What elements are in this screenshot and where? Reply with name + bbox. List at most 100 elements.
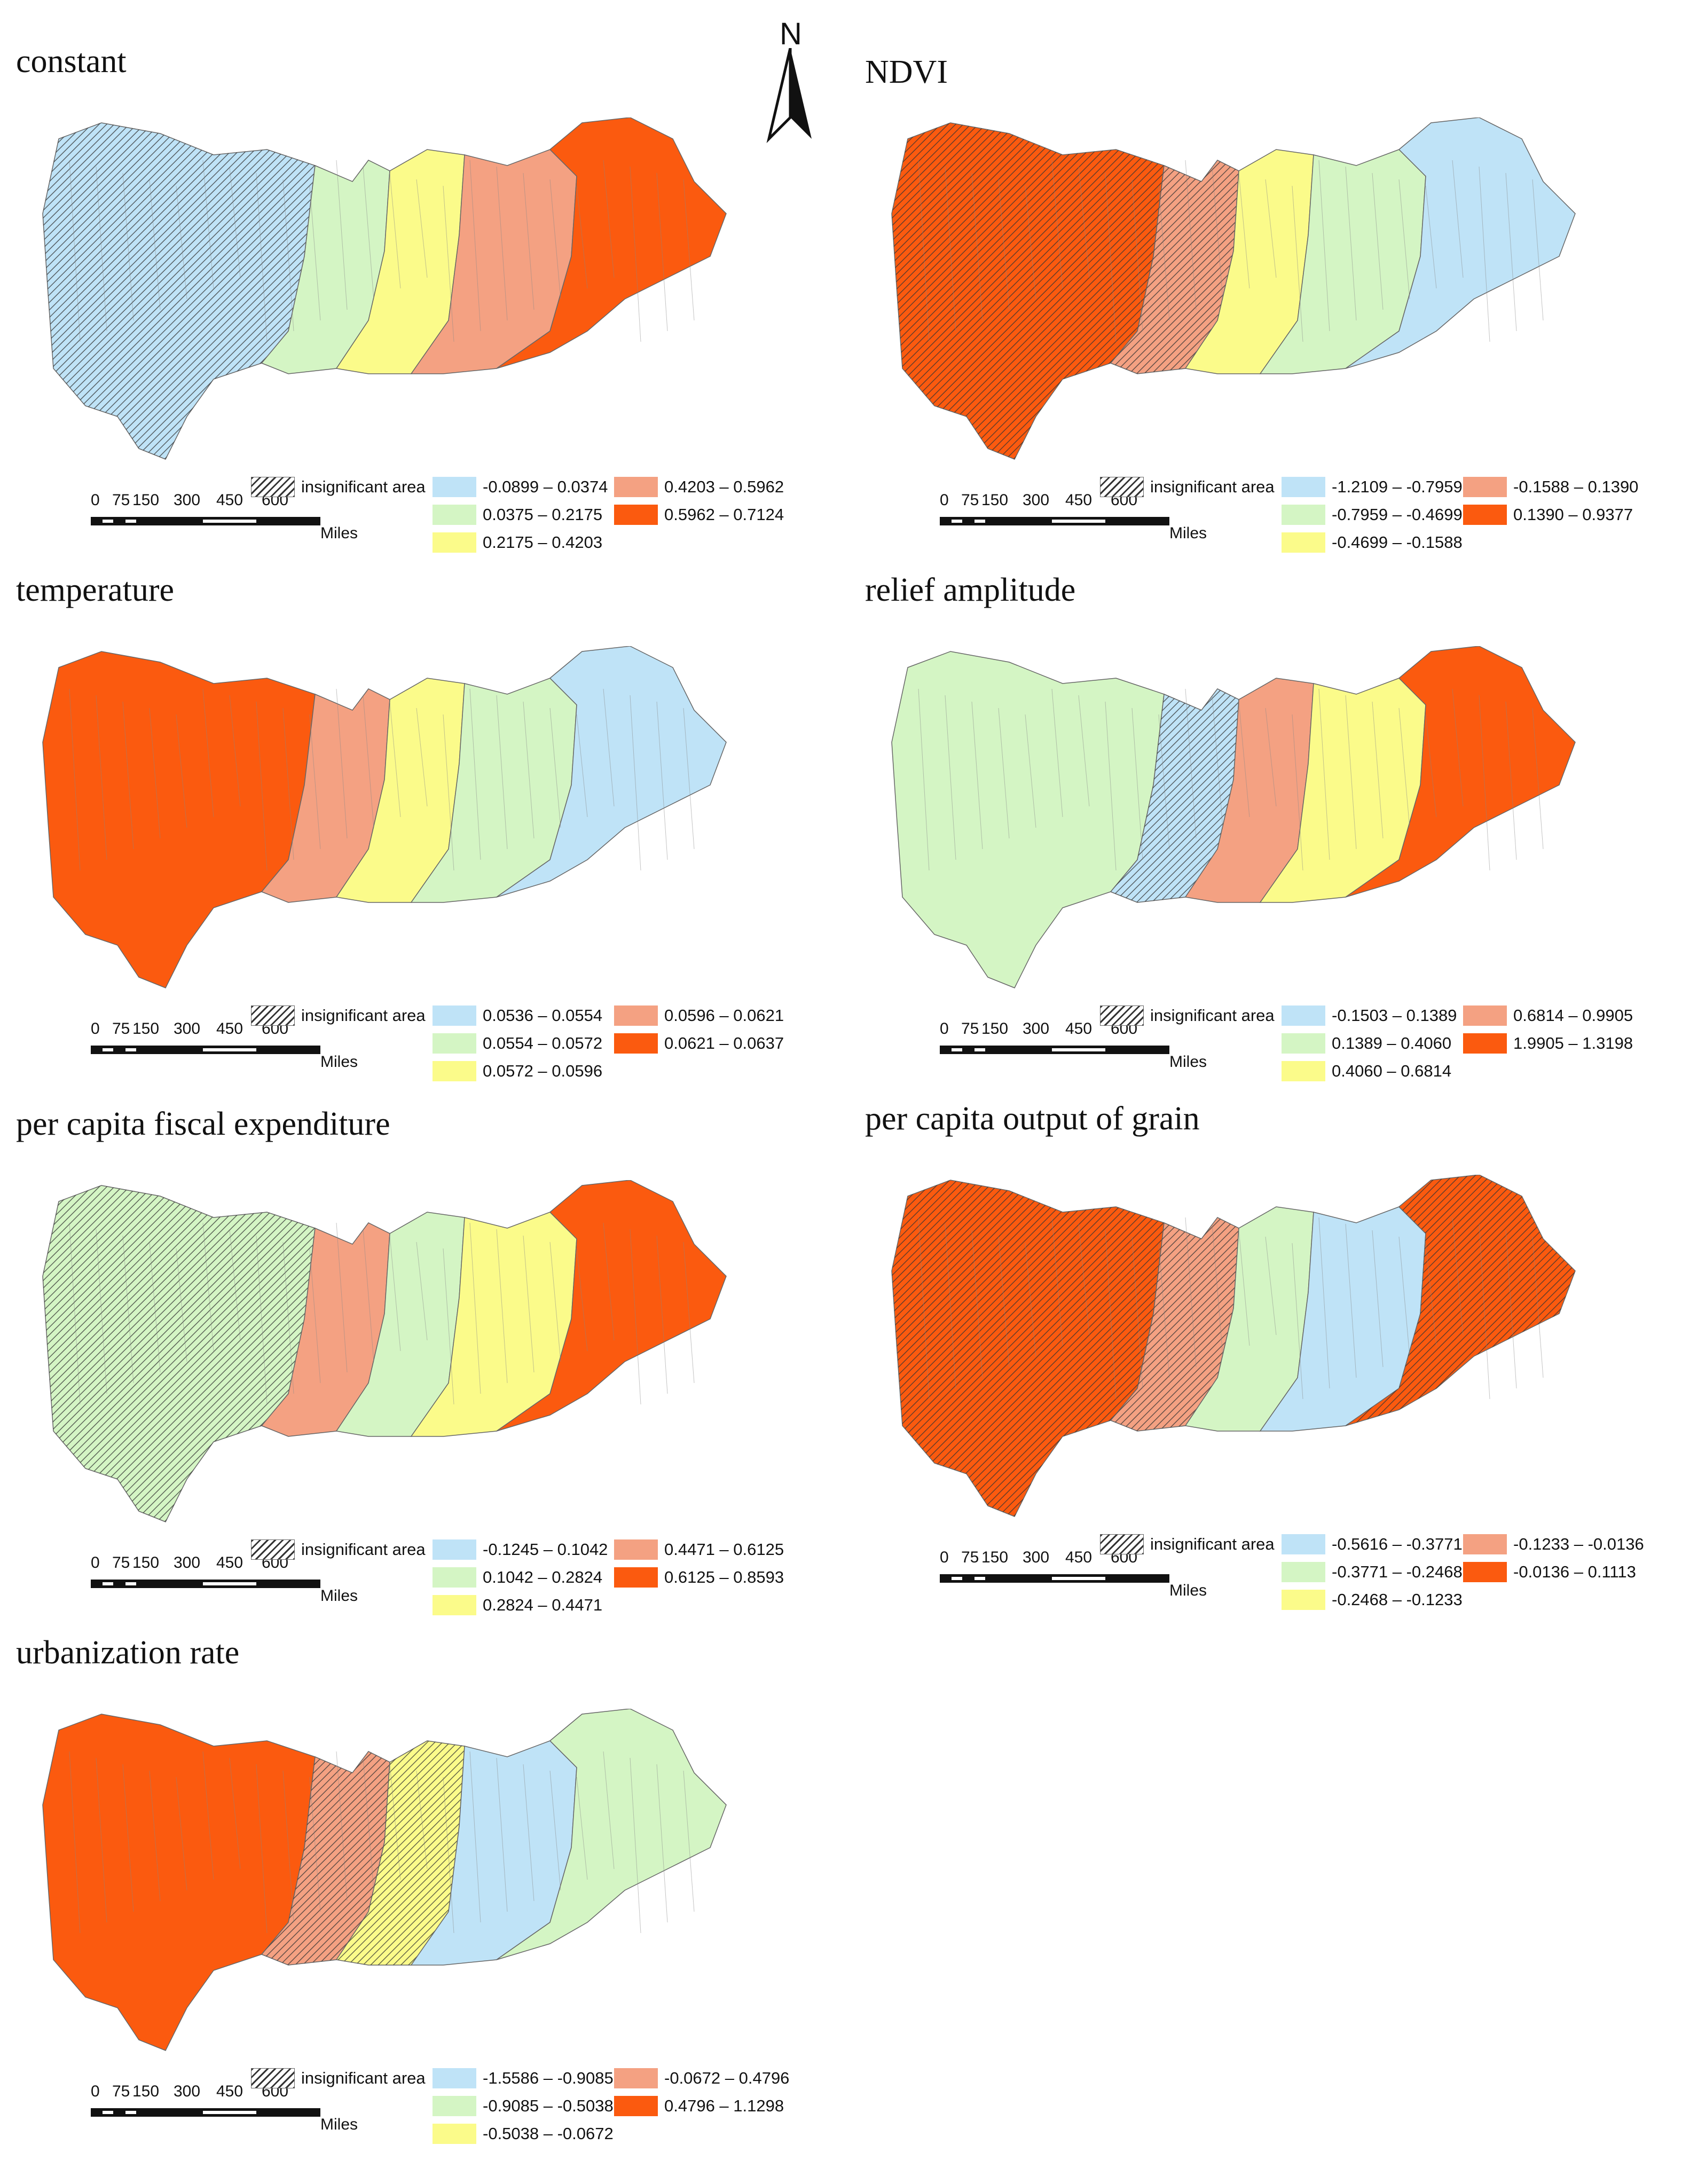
scale-bar: 0 75 150 300 450 600 Miles	[91, 1020, 379, 1071]
choropleth-map	[891, 1175, 1576, 1517]
map-zone-5	[496, 1709, 727, 1960]
color-swatch	[433, 477, 476, 497]
legend-label: -0.5616 – -0.3771	[1332, 1535, 1463, 1553]
map-legend: 0 75 150 300 450 600 Miles insignificant area -1…	[91, 2067, 828, 2152]
color-swatch	[1282, 1005, 1325, 1026]
color-swatch	[614, 1005, 658, 1026]
scale-tick-label: 150	[981, 1549, 1009, 1566]
legend-class: 0.0572 – 0.0596	[433, 1059, 602, 1083]
map-zone-5	[1345, 646, 1576, 898]
hatch-swatch	[1100, 1005, 1144, 1026]
scale-tick-label: 0	[91, 491, 100, 509]
map-panel-urbanization-rate: urbanization rate 0 75 150 300 450 600 Miles ins…	[16, 1635, 828, 2184]
legend-label: -0.1233 – -0.0136	[1513, 1535, 1644, 1553]
legend-class: 0.4060 – 0.6814	[1282, 1059, 1451, 1083]
legend-insignificant: insignificant area	[251, 1004, 426, 1027]
north-label: N	[780, 17, 802, 51]
map-zone-1	[42, 1714, 316, 2051]
hatch-swatch	[251, 477, 295, 497]
hatch-swatch	[251, 1539, 295, 1560]
legend-label: 0.1390 – 0.9377	[1513, 505, 1633, 524]
legend-label: -0.0899 – 0.0374	[483, 477, 608, 496]
legend-insignificant: insignificant area	[251, 1538, 426, 1561]
legend-label: 0.0621 – 0.0637	[664, 1034, 784, 1052]
scale-tick-label: 300	[174, 1020, 201, 1038]
scale-tick-label: 150	[132, 1554, 160, 1572]
map-legend: 0 75 150 300 450 600 Miles insignificant area -0…	[91, 1538, 828, 1623]
scale-tick-label: 75	[112, 1554, 130, 1572]
insignificant-hatch	[43, 123, 315, 459]
color-swatch	[433, 1567, 476, 1588]
map-zone-5	[496, 117, 727, 369]
legend-label: 0.0375 – 0.2175	[483, 505, 603, 524]
color-swatch	[614, 2068, 658, 2088]
color-swatch	[614, 2096, 658, 2116]
scale-tick-label: 450	[1065, 491, 1092, 509]
scale-tick-label: 0	[940, 1020, 949, 1038]
legend-label: -0.1588 – 0.1390	[1513, 477, 1639, 496]
insignificant-hatch	[1346, 1175, 1575, 1426]
legend-label: 0.4203 – 0.5962	[664, 477, 784, 496]
map-zone-1	[891, 651, 1165, 988]
legend-label: 0.0536 – 0.0554	[483, 1006, 603, 1025]
scale-units: Miles	[1169, 524, 1207, 542]
legend-label: -0.3771 – -0.2468	[1332, 1562, 1463, 1581]
color-swatch	[1463, 1033, 1507, 1054]
legend-class: -1.2109 – -0.7959	[1282, 475, 1463, 499]
scale-tick-label: 450	[216, 2083, 243, 2100]
color-swatch	[433, 1539, 476, 1560]
color-swatch	[433, 1061, 476, 1081]
color-swatch	[1282, 1590, 1325, 1610]
legend-class: -0.1588 – 0.1390	[1463, 475, 1638, 499]
legend-class: -0.5038 – -0.0672	[433, 2122, 614, 2146]
panel-title: temperature	[16, 572, 175, 608]
insignificant-hatch	[43, 1185, 315, 1522]
legend-class: -0.9085 – -0.5038	[433, 2094, 614, 2118]
panel-title: constant	[16, 43, 127, 80]
legend-class: 0.1390 – 0.9377	[1463, 503, 1633, 527]
legend-class: -0.1245 – 0.1042	[433, 1538, 608, 1561]
map-legend: 0 75 150 300 450 600 Miles insignificant area -0…	[940, 1533, 1677, 1618]
choropleth-map	[42, 646, 727, 988]
legend-class: 0.1042 – 0.2824	[433, 1566, 602, 1589]
choropleth-map	[891, 646, 1576, 988]
hatch-swatch	[1100, 1534, 1144, 1554]
legend-label: -0.0672 – 0.4796	[664, 2069, 790, 2087]
map-zone-5	[496, 1180, 727, 1432]
legend-label: 0.1389 – 0.4060	[1332, 1034, 1452, 1052]
choropleth-map	[42, 117, 727, 460]
scale-tick-label: 150	[132, 1020, 160, 1038]
legend-label: -0.9085 – -0.5038	[483, 2096, 614, 2115]
map-zone-1	[42, 651, 316, 988]
legend-label: 0.6814 – 0.9905	[1513, 1006, 1633, 1025]
color-swatch	[1463, 1534, 1507, 1554]
legend-label: 0.0554 – 0.0572	[483, 1034, 603, 1052]
scale-tick-label: 0	[91, 2083, 100, 2100]
legend-label: insignificant area	[1150, 477, 1275, 496]
scale-units: Miles	[320, 1587, 358, 1605]
scale-bar: 0 75 150 300 450 600 Miles	[91, 491, 379, 542]
legend-class: -0.0672 – 0.4796	[614, 2067, 789, 2090]
legend-class: 0.6814 – 0.9905	[1463, 1004, 1633, 1027]
legend-label: 0.1042 – 0.2824	[483, 1568, 603, 1586]
scale-tick-label: 0	[940, 1549, 949, 1566]
legend-label: 0.6125 – 0.8593	[664, 1568, 784, 1586]
scale-tick-label: 300	[174, 491, 201, 509]
insignificant-hatch	[336, 1741, 465, 1965]
insignificant-hatch	[1111, 1217, 1239, 1431]
legend-label: insignificant area	[1150, 1006, 1275, 1025]
map-legend: 0 75 150 300 450 600 Miles insignificant area -1…	[940, 475, 1677, 561]
scale-units: Miles	[320, 2116, 358, 2133]
color-swatch	[1282, 477, 1325, 497]
map-panel-constant: constant 0 75 150 300 450 600 Miles insignifican…	[16, 43, 828, 593]
map-zone-5	[1345, 117, 1576, 369]
north-arrow-icon	[766, 48, 812, 143]
legend-class: 0.1389 – 0.4060	[1282, 1032, 1451, 1055]
legend-class: 0.0596 – 0.0621	[614, 1004, 784, 1027]
color-swatch	[433, 532, 476, 553]
scale-tick-label: 150	[132, 2083, 160, 2100]
hatch-swatch	[251, 1005, 295, 1026]
scale-tick-label: 75	[961, 1020, 979, 1038]
insignificant-hatch	[892, 123, 1164, 459]
legend-label: -0.0136 – 0.1113	[1513, 1562, 1636, 1581]
